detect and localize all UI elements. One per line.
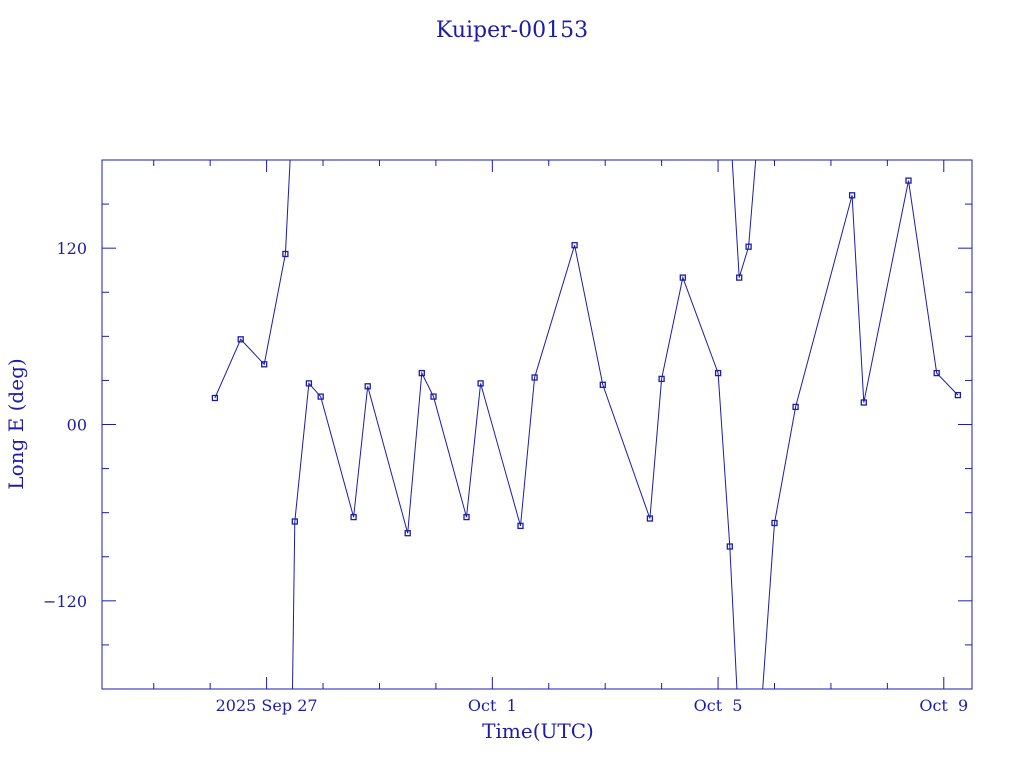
data-point xyxy=(771,519,778,527)
data-point xyxy=(404,530,411,537)
series-markers xyxy=(211,177,962,550)
data-point xyxy=(860,399,867,406)
data-point xyxy=(933,369,940,377)
data-point xyxy=(261,361,268,368)
data-point xyxy=(679,274,686,281)
series-line xyxy=(292,245,738,690)
data-point xyxy=(646,515,654,522)
data-point xyxy=(317,393,324,400)
data-point xyxy=(531,374,538,381)
data-point xyxy=(848,192,856,199)
plot-frame xyxy=(101,159,973,690)
series-line xyxy=(284,159,291,255)
data-point xyxy=(745,243,752,250)
series-line xyxy=(731,159,757,278)
data-point xyxy=(282,250,289,258)
data-point xyxy=(517,522,524,530)
data-point xyxy=(350,513,357,521)
y-tick-label: 00 xyxy=(67,416,87,435)
data-point xyxy=(726,543,733,550)
data-point xyxy=(905,177,912,184)
x-axis-label: Time(UTC) xyxy=(482,719,594,743)
data-point xyxy=(237,336,244,343)
x-tick-label: 2025 Sep 27 xyxy=(216,696,318,715)
data-point xyxy=(954,391,962,399)
data-point xyxy=(418,369,425,377)
data-point xyxy=(736,274,743,281)
series-line xyxy=(214,253,286,399)
data-point xyxy=(658,375,665,383)
x-tick-label: Oct 5 xyxy=(694,696,743,715)
data-point xyxy=(305,380,313,387)
data-point xyxy=(571,242,578,249)
data-point xyxy=(364,383,371,390)
axis-ticks xyxy=(102,160,972,689)
data-point xyxy=(430,393,437,400)
x-tick-label: Oct 1 xyxy=(468,696,517,715)
chart-title: Kuiper-00153 xyxy=(436,18,588,43)
series-line xyxy=(762,180,959,690)
data-point xyxy=(463,513,470,521)
data-point xyxy=(599,381,606,388)
y-tick-label: 120 xyxy=(56,239,87,258)
data-point xyxy=(792,403,799,411)
series-longitude xyxy=(214,159,959,690)
x-tick-label: Oct 9 xyxy=(919,696,968,715)
y-tick-label: −120 xyxy=(43,592,87,611)
data-point xyxy=(477,380,484,387)
data-point xyxy=(291,518,298,525)
data-point xyxy=(211,394,219,402)
axis-tick-labels: 2025 Sep 27 Oct 1 Oct 5 Oct 9 120 00 −120 xyxy=(43,239,968,715)
y-axis-label: Long E (deg) xyxy=(4,358,28,489)
data-point xyxy=(714,369,722,377)
